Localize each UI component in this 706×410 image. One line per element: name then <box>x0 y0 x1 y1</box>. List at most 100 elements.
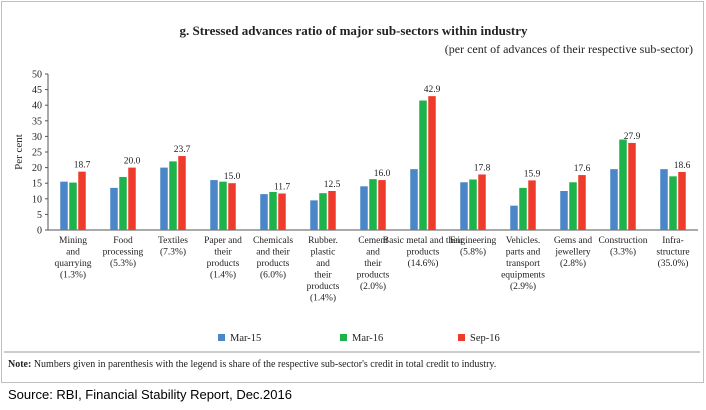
bar-sep-16 <box>478 174 486 230</box>
data-label: 12.5 <box>324 180 341 190</box>
x-tick-label: Food processing (5.3%) <box>103 236 144 269</box>
x-tick-label: Paper and their products (1.4%) <box>204 236 242 281</box>
chart-frame: g. Stressed advances ratio of major sub-… <box>1 1 704 383</box>
x-tick-label: Cement and their products (2.0%) <box>357 236 390 292</box>
data-label: 17.6 <box>574 164 591 174</box>
x-tick-label: Engineering (5.8%) <box>450 236 497 258</box>
x-tick-label-line: Vehicles. <box>506 236 541 246</box>
x-tick-label: Basic metal and their products (14.6%) <box>383 236 464 269</box>
x-tick-label: Gems and jewellery (2.8%) <box>554 236 593 269</box>
chart-note: Note: Numbers given in parenthesis with … <box>8 359 496 370</box>
bar-mar-16 <box>319 193 327 230</box>
x-tick-label-line: (35.0%) <box>658 258 689 269</box>
bar-mar-16 <box>269 191 277 230</box>
bar-mar-16 <box>469 179 477 230</box>
x-tick-label-line: and their <box>256 248 290 258</box>
x-tick-label-line: (14.6%) <box>408 258 439 269</box>
bar-sep-16 <box>328 191 336 230</box>
bar-mar-15 <box>460 182 468 230</box>
x-tick-label: Infra-structure (35.0%) <box>656 235 689 269</box>
x-tick-label-line: Basic metal and their <box>383 236 464 246</box>
x-tick-label-line: transport <box>506 259 540 269</box>
data-label: 17.8 <box>474 163 491 173</box>
y-tick-label: 35 <box>32 116 42 127</box>
bar-mar-16 <box>519 187 527 230</box>
x-tick-label-line: processing <box>103 248 144 258</box>
y-tick-label: 50 <box>32 70 42 81</box>
x-tick-label-line: structure <box>656 248 689 258</box>
x-tick-label-line: products <box>357 271 390 281</box>
bar-sep-16 <box>78 171 86 230</box>
y-tick-label: 15 <box>32 179 42 190</box>
x-tick-label-line: plastic <box>311 248 336 258</box>
x-tick-label-line: products <box>257 259 290 269</box>
data-label: 20.0 <box>124 157 141 167</box>
bar-sep-16 <box>578 175 586 230</box>
bar-mar-15 <box>610 169 618 230</box>
x-tick-label-line: Food <box>113 236 133 246</box>
bar-mar-15 <box>160 167 168 230</box>
legend-label-mar-16: Mar-16 <box>352 333 383 344</box>
bar-mar-16 <box>219 181 227 230</box>
y-axis-title: Per cent <box>13 134 25 170</box>
y-tick-label: 25 <box>32 148 42 159</box>
x-tick-label-line: (1.4%) <box>310 293 336 304</box>
bar-sep-16 <box>428 96 436 230</box>
x-tick-label: Chemicals and their products (6.0%) <box>253 236 293 281</box>
data-label: 15.0 <box>224 172 241 182</box>
source-text: Source: RBI, Financial Stability Report,… <box>8 387 292 402</box>
data-label: 15.9 <box>524 169 541 179</box>
bar-mar-15 <box>510 205 518 230</box>
x-tick-label-line: their <box>314 271 332 281</box>
x-tick-label-line: their <box>364 259 382 269</box>
bar-mar-15 <box>360 186 368 230</box>
data-label: 11.7 <box>274 182 291 192</box>
x-tick-label-line: Gems and <box>554 236 593 246</box>
data-label: 23.7 <box>174 145 191 155</box>
data-label: 18.7 <box>74 161 91 171</box>
x-tick-label: Textiles (7.3%) <box>158 236 188 258</box>
y-tick-label: 40 <box>32 101 42 112</box>
x-tick-label-line: (2.8%) <box>560 258 586 269</box>
bar-mar-16 <box>119 176 127 230</box>
y-tick-label: 5 <box>37 210 42 221</box>
data-label: 18.6 <box>674 161 691 171</box>
x-tick-label-line: (5.3%) <box>110 258 136 269</box>
x-tick-label-line: products <box>207 259 240 269</box>
x-tick-label-line: products <box>407 248 440 258</box>
x-tick-label-line: and <box>316 259 330 269</box>
x-tick-label: Rubber. plastic and their products (1.4%) <box>307 236 340 304</box>
legend-swatch-sep-16 <box>458 334 465 341</box>
x-tick-label-line: (1.4%) <box>210 270 236 281</box>
x-tick-label-line: (6.0%) <box>260 270 286 281</box>
x-tick-label-line: (3.3%) <box>610 247 636 258</box>
x-tick-label: Vehicles. parts and transport equipments (2.… <box>501 236 545 292</box>
y-tick-label: 20 <box>32 163 42 174</box>
x-tick-label-line: (2.9%) <box>510 281 536 292</box>
bar-mar-16 <box>569 182 577 230</box>
bar-mar-15 <box>60 181 68 230</box>
x-tick-label-line: (2.0%) <box>360 281 386 292</box>
x-tick-label-line: Cement <box>358 236 388 246</box>
bar-mar-15 <box>410 169 418 230</box>
x-tick-label-line: jewellery <box>554 248 591 258</box>
bar-sep-16 <box>678 171 686 230</box>
x-tick-label-line: Textiles <box>158 236 188 246</box>
bar-mar-16 <box>169 161 177 230</box>
x-tick-label-line: their <box>214 248 232 258</box>
x-tick-label-line: equipments <box>501 271 545 281</box>
note-text: Numbers given in parenthesis with the le… <box>31 359 497 370</box>
y-tick-label: 10 <box>32 194 42 205</box>
data-label: 27.9 <box>624 132 641 142</box>
x-tick-label-line: Infra- <box>662 235 684 246</box>
x-tick-label-line: Mining <box>59 236 87 246</box>
bar-mar-15 <box>210 180 218 230</box>
data-label: 16.0 <box>374 169 391 179</box>
x-tick-label-line: (1.3%) <box>60 270 86 281</box>
y-tick-label: 0 <box>37 226 42 237</box>
bar-mar-16 <box>619 139 627 230</box>
bar-sep-16 <box>528 180 536 230</box>
x-tick-label: Mining and quarrying (1.3%) <box>55 236 92 281</box>
bar-mar-15 <box>310 200 318 230</box>
y-tick-label: 30 <box>32 132 42 143</box>
